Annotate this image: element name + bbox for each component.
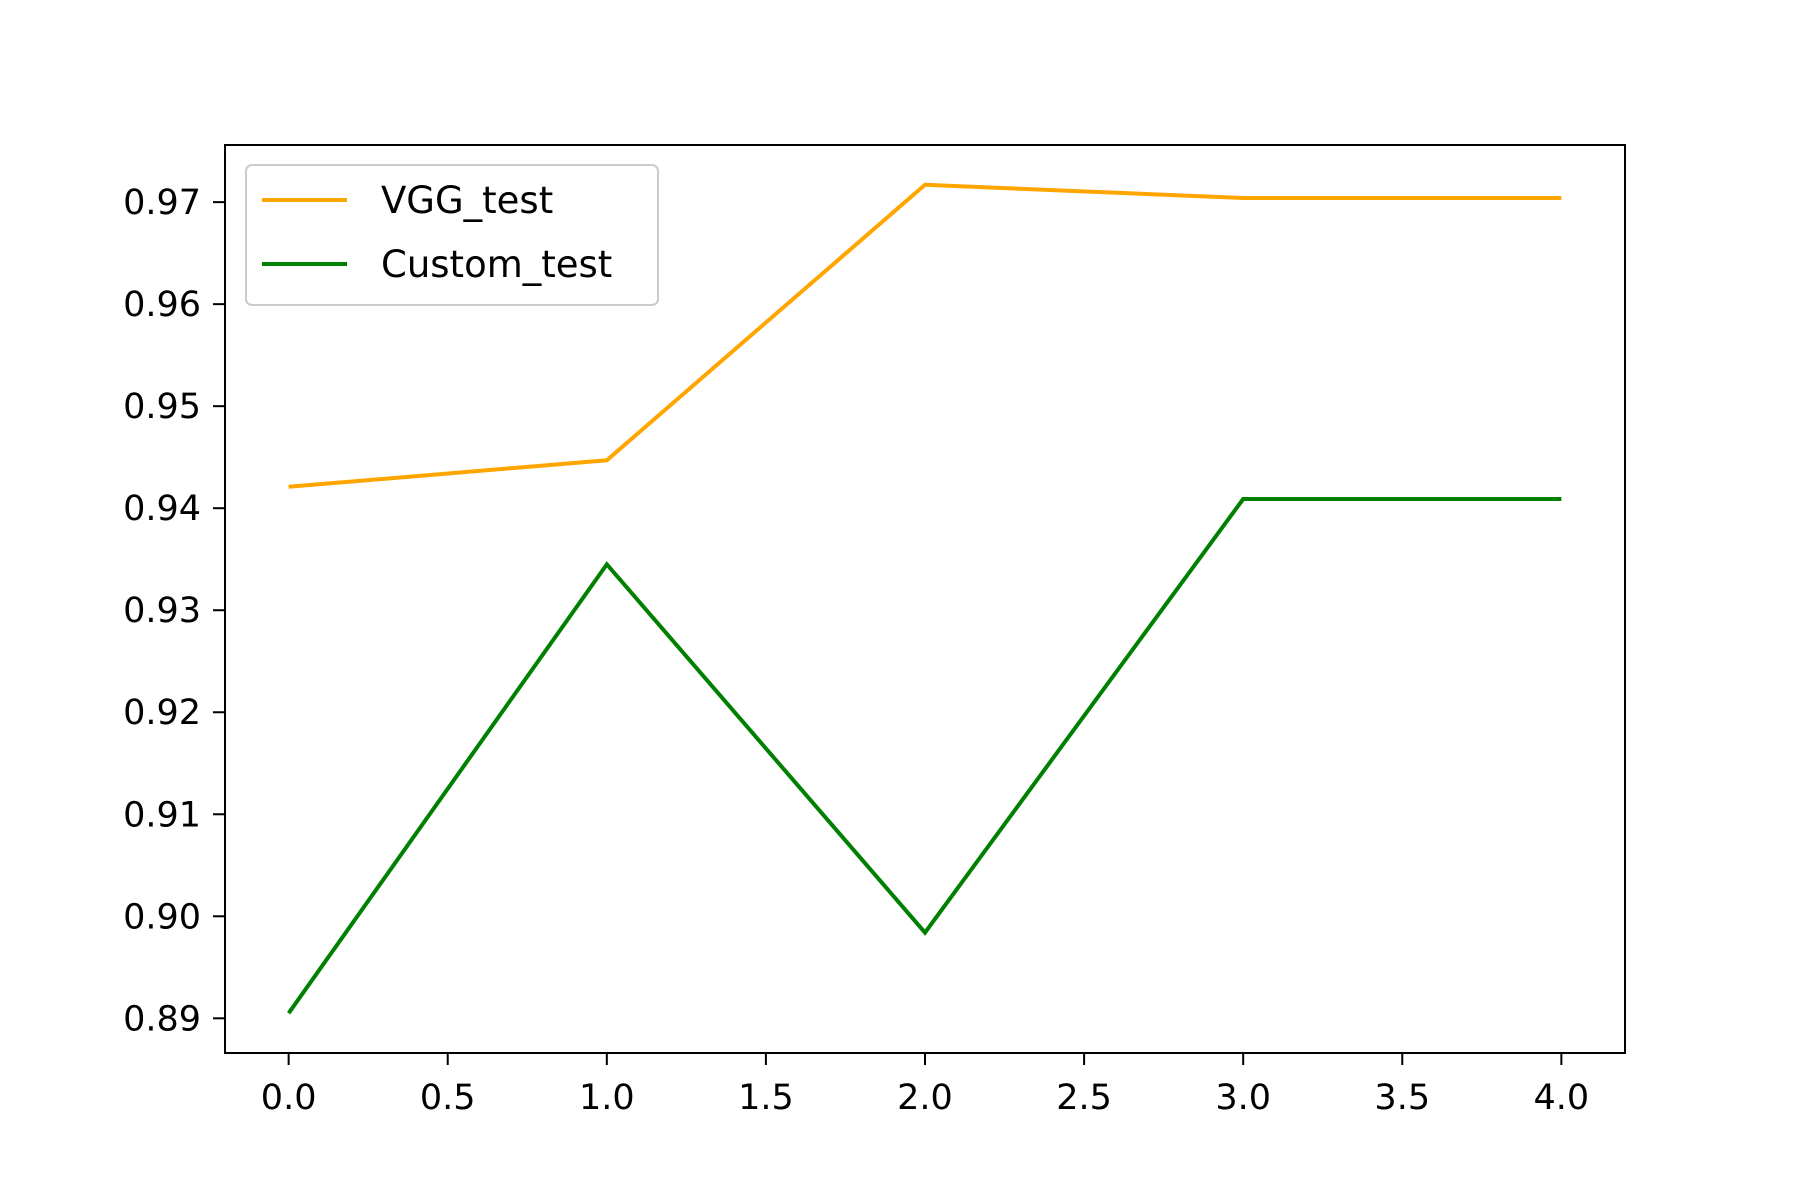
legend-frame — [245, 164, 659, 306]
x-tick-label: 1.5 — [738, 1078, 794, 1118]
series-layer — [287, 182, 1562, 1015]
x-axis: 0.0 0.5 1.0 1.5 2.0 2.5 3.0 3.5 4.0 — [261, 1053, 1589, 1118]
x-tick-label: 3.5 — [1374, 1078, 1430, 1118]
y-axis: 0.89 0.90 0.91 0.92 0.93 0.94 0.95 0.96 0.97 — [123, 183, 225, 1039]
legend-label-vgg-test: VGG_test — [381, 179, 553, 222]
y-tick-label: 0.97 — [123, 183, 201, 223]
y-tick-label: 0.90 — [123, 897, 201, 937]
y-tick-label: 0.96 — [123, 285, 201, 325]
y-tick-label: 0.95 — [123, 387, 201, 427]
series-line-custom-test — [287, 497, 1562, 1015]
x-tick-label: 1.0 — [579, 1078, 635, 1118]
y-tick-label: 0.93 — [123, 591, 201, 631]
y-tick-label: 0.94 — [123, 489, 201, 529]
x-tick-label: 3.0 — [1215, 1078, 1271, 1118]
y-tick-label: 0.91 — [123, 795, 201, 835]
x-tick-label: 0.5 — [420, 1078, 476, 1118]
x-tick-label: 4.0 — [1534, 1078, 1590, 1118]
y-tick-label: 0.92 — [123, 693, 201, 733]
x-tick-label: 0.0 — [261, 1078, 317, 1118]
series-line-vgg-test — [288, 182, 1562, 489]
x-tick-label: 2.5 — [1056, 1078, 1112, 1118]
legend: VGG_test Custom_test — [245, 164, 659, 306]
legend-label-custom-test: Custom_test — [381, 243, 612, 286]
y-tick-label: 0.89 — [123, 999, 201, 1039]
x-tick-label: 2.0 — [897, 1078, 953, 1118]
